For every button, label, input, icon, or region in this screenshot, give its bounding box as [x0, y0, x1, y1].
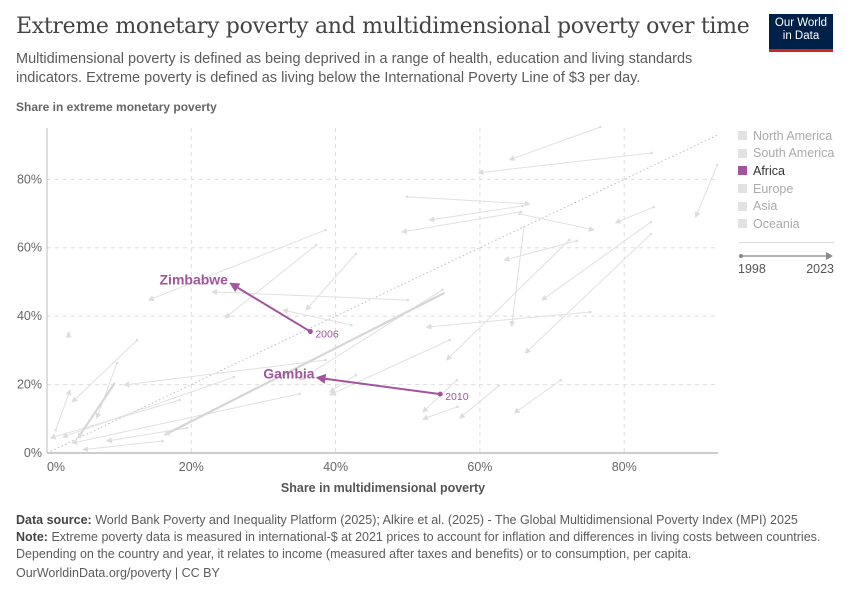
country-path [519, 213, 595, 232]
country-path [458, 385, 499, 419]
country-path [95, 362, 118, 420]
country-path [328, 339, 450, 396]
logo-line-1: Our World [774, 17, 828, 29]
timeline-start: 1998 [738, 262, 766, 276]
y-tick-label: 0% [24, 446, 42, 460]
legend-label: Europe [753, 181, 794, 196]
legend-swatch [738, 131, 747, 141]
x-tick-label: 0% [47, 460, 65, 474]
x-tick-label: 20% [179, 460, 204, 474]
country-start-point [324, 358, 327, 362]
timeline-start-handle[interactable] [739, 254, 743, 258]
legend: North America South America Africa Europe As… [738, 127, 834, 243]
legend-label: North America [753, 128, 833, 143]
zimbabwe-start-year: 2006 [315, 329, 339, 341]
country-path [425, 311, 591, 330]
country-path [477, 152, 652, 176]
legend-swatch [738, 148, 747, 158]
zimbabwe-start-point [307, 329, 313, 335]
country-path [508, 126, 601, 161]
country-path [445, 239, 570, 361]
y-tick-label: 60% [17, 241, 42, 255]
country-path [61, 376, 235, 439]
country-path [305, 253, 357, 311]
owid-logo[interactable]: Our World in Data [769, 14, 833, 52]
legend-item-asia[interactable]: Asia [738, 197, 834, 215]
country-path [82, 440, 163, 453]
y-tick-label: 20% [17, 378, 42, 392]
timeline-end-handle[interactable] [826, 252, 833, 260]
note-label: Note: [16, 530, 48, 544]
country-path [71, 393, 300, 445]
x-tick-label: 40% [323, 460, 348, 474]
timeline-slider[interactable] [738, 250, 834, 262]
country-path [55, 389, 72, 431]
legend-label: Oceania [753, 216, 800, 231]
country-path [541, 221, 652, 301]
legend-swatch [738, 184, 747, 194]
legend-swatch [738, 166, 747, 176]
legend-item-oceania[interactable]: Oceania [738, 215, 834, 233]
country-path [614, 206, 654, 224]
legend-item-europe[interactable]: Europe [738, 180, 834, 198]
country-path [509, 226, 525, 328]
gambia-start-point [437, 391, 443, 397]
y-tick-label: 40% [17, 309, 42, 323]
gambia-path [315, 373, 441, 396]
country-path [513, 379, 562, 414]
timeline[interactable]: 1998 2023 [738, 250, 834, 276]
y-tick-label: 80% [17, 172, 42, 186]
x-tick-label: 80% [612, 460, 637, 474]
country-path-thick [77, 382, 116, 439]
country-path [224, 244, 317, 319]
zimbabwe-label: Zimbabwe [160, 272, 229, 288]
legend-swatch [738, 201, 747, 211]
note-text: Extreme poverty data is measured in inte… [16, 530, 821, 561]
timeline-end: 2023 [806, 262, 834, 276]
legend-label: South America [753, 146, 835, 161]
legend-swatch [738, 219, 747, 229]
footer: Data source: World Bank Poverty and Ineq… [16, 512, 836, 582]
legend-label: Africa [753, 163, 785, 178]
zimbabwe-path [229, 282, 311, 333]
logo-line-2: in Data [782, 30, 820, 42]
legend-item-north-america[interactable]: North America [738, 127, 834, 145]
gambia-label: Gambia [263, 366, 315, 382]
reference-line-y-equals-x [46, 134, 719, 454]
country-path [71, 339, 138, 403]
country-path-thick [163, 291, 446, 436]
country-path [421, 406, 458, 421]
country-path [524, 233, 652, 354]
x-axis-label: Share in multidimensional poverty [280, 481, 486, 495]
source-text: World Bank Poverty and Inequality Platfo… [95, 513, 798, 527]
country-path [211, 289, 408, 301]
country-start-point [67, 331, 70, 335]
country-path [694, 164, 718, 218]
country-path [400, 211, 522, 235]
y-axis-label: Share in extreme monetary poverty [16, 100, 217, 114]
chart-subtitle: Multidimensional poverty is defined as b… [16, 51, 693, 86]
legend-item-africa[interactable]: Africa [738, 162, 834, 180]
chart-title: Extreme monetary poverty and multidimens… [16, 14, 750, 39]
x-tick-label: 60% [467, 460, 492, 474]
gambia-start-year: 2010 [445, 391, 469, 403]
legend-label: Asia [753, 199, 778, 214]
country-path [281, 308, 352, 326]
credit-link[interactable]: OurWorldinData.org/poverty | CC BY [16, 566, 220, 580]
country-path [123, 359, 326, 388]
legend-divider [738, 241, 834, 243]
country-path [147, 229, 326, 302]
country-path [407, 196, 531, 207]
country-path [328, 374, 357, 393]
country-path [428, 205, 523, 223]
country-start-point [406, 298, 410, 302]
source-label: Data source: [16, 513, 92, 527]
legend-item-south-america[interactable]: South America [738, 145, 834, 163]
